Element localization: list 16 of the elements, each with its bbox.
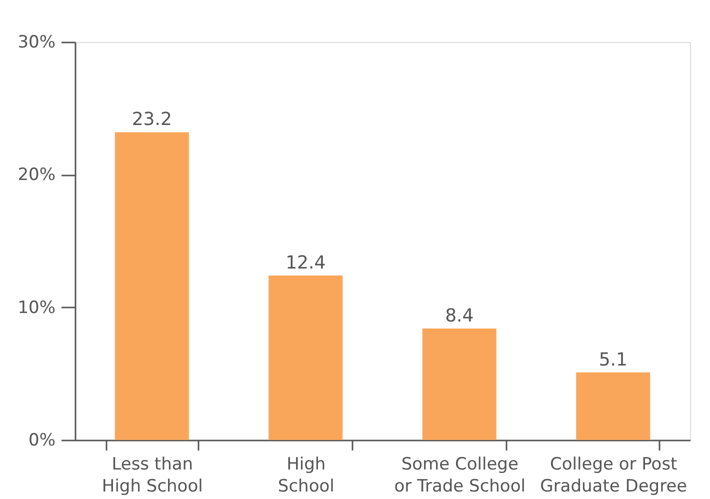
x-tick-label: Less than High School: [102, 454, 203, 496]
x-tick-label: College or Post Graduate Degree: [540, 454, 688, 496]
y-tick-label: 10%: [18, 298, 56, 318]
data-label: 8.4: [445, 306, 474, 327]
bar: [114, 132, 189, 440]
y-tick-label: 30%: [18, 32, 56, 52]
data-label: 5.1: [598, 349, 628, 370]
y-tick-label: 20%: [18, 165, 56, 186]
data-label: 23.2: [132, 109, 172, 130]
bar: [576, 372, 650, 440]
bar: [268, 275, 343, 440]
bar: [422, 328, 496, 440]
y-tick-label: 0%: [28, 430, 56, 450]
x-tick-label: Some College or Trade School: [394, 454, 526, 496]
data-label: 12.4: [286, 252, 326, 274]
x-tick-label: High School: [278, 454, 334, 496]
